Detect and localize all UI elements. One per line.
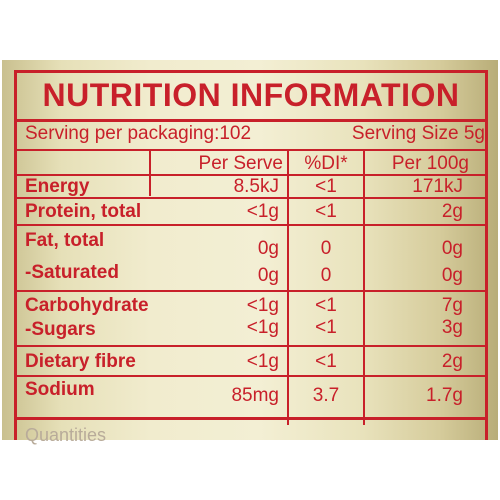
sodium-per-serve: 85mg xyxy=(231,385,279,406)
column-divider xyxy=(149,149,151,196)
divider xyxy=(17,417,485,420)
row-label-dietary-fibre: Dietary fibre xyxy=(25,351,136,372)
divider xyxy=(17,197,485,199)
saturated-per-100g: 0g xyxy=(441,265,463,286)
fat-per-serve: 0g xyxy=(257,238,279,259)
row-label-protein: Protein, total xyxy=(25,201,142,222)
sugars-di: <1 xyxy=(315,317,337,338)
row-label-carbohydrate: Carbohydrate xyxy=(25,295,149,316)
panel-title: NUTRITION INFORMATION xyxy=(42,77,460,113)
saturated-di: 0 xyxy=(320,265,332,286)
carbohydrate-per-serve: <1g xyxy=(246,295,279,316)
product-label: NUTRITION INFORMATION Serving per packag… xyxy=(2,60,498,445)
fat-per-100g: 0g xyxy=(441,238,463,259)
column-divider xyxy=(363,149,365,425)
divider xyxy=(17,149,485,151)
footer-note: Quantities xyxy=(25,425,107,445)
row-label-sodium: Sodium xyxy=(25,379,95,400)
fat-di: 0 xyxy=(320,238,332,259)
divider xyxy=(17,119,485,122)
fibre-per-100g: 2g xyxy=(441,351,463,372)
energy-per-100g: 171kJ xyxy=(412,176,463,197)
sodium-di: 3.7 xyxy=(312,385,340,406)
sugars-per-serve: <1g xyxy=(246,317,279,338)
nutrition-panel: NUTRITION INFORMATION Serving per packag… xyxy=(14,70,488,445)
header-di: %DI* xyxy=(304,153,348,174)
header-per-serve: Per Serve xyxy=(198,153,283,174)
column-divider xyxy=(287,149,289,425)
energy-di: <1 xyxy=(315,176,337,197)
divider xyxy=(17,345,485,347)
carbohydrate-per-100g: 7g xyxy=(441,295,463,316)
header-per-100g: Per 100g xyxy=(391,153,469,174)
protein-per-serve: <1g xyxy=(246,201,279,222)
saturated-per-serve: 0g xyxy=(257,265,279,286)
row-label-energy: Energy xyxy=(25,176,90,197)
divider xyxy=(17,224,485,226)
protein-per-100g: 2g xyxy=(441,201,463,222)
row-label-fat: Fat, total xyxy=(25,230,105,251)
protein-di: <1 xyxy=(315,201,337,222)
fibre-di: <1 xyxy=(315,351,337,372)
serving-size: Serving Size 5g xyxy=(351,123,485,144)
row-label-sugars: -Sugars xyxy=(25,319,96,340)
serving-info: Serving per packaging:102 Serving Size 5… xyxy=(25,123,485,145)
divider xyxy=(17,174,485,176)
carbohydrate-di: <1 xyxy=(315,295,337,316)
sugars-per-100g: 3g xyxy=(441,317,463,338)
row-label-saturated: -Saturated xyxy=(25,262,119,283)
divider xyxy=(17,290,485,292)
divider xyxy=(17,375,485,377)
energy-per-serve: 8.5kJ xyxy=(233,176,279,197)
fibre-per-serve: <1g xyxy=(246,351,279,372)
sodium-per-100g: 1.7g xyxy=(426,385,463,406)
servings-per-package: Serving per packaging:102 xyxy=(25,123,252,144)
